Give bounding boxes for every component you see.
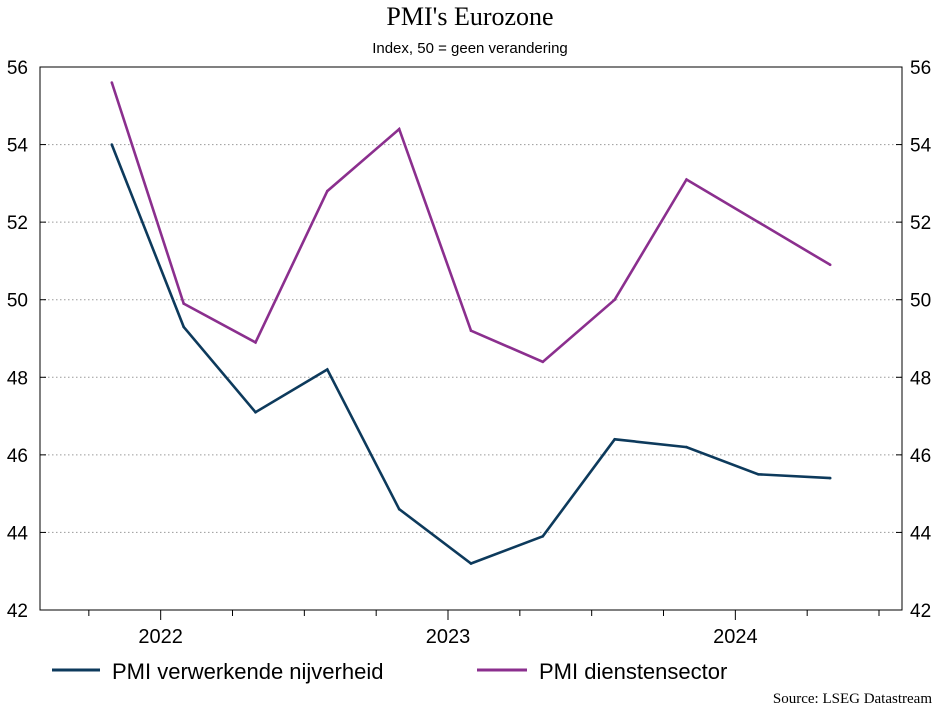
- y-tick-label-right-42: 42: [910, 601, 931, 622]
- x-axis: 2022 2023 2024: [88, 610, 880, 648]
- data-point-2-9: [685, 178, 688, 181]
- data-point-1-6: [469, 562, 473, 565]
- y-tick-label-left-54: 54: [7, 136, 29, 157]
- data-point-1-11: [828, 476, 832, 480]
- y-tick-label-left-48: 48: [7, 368, 28, 389]
- data-point-1-4: [326, 368, 329, 371]
- y-tick-label-right-56: 56: [910, 58, 931, 79]
- y-tick-label-right-54: 54: [910, 136, 932, 157]
- legend-label-2: PMI dienstensector: [539, 659, 727, 684]
- data-point-1-10: [757, 473, 760, 476]
- data-point-2-10: [757, 220, 760, 224]
- legend-label-1: PMI verwerkende nijverheid: [112, 659, 383, 684]
- chart-subtitle: Index, 50 = geen verandering: [372, 40, 568, 57]
- x-tick-label-2023: 2023: [426, 626, 471, 648]
- data-point-2-8: [613, 298, 616, 302]
- data-point-2-3: [254, 341, 257, 344]
- y-tick-label-left-56: 56: [7, 58, 28, 79]
- data-point-1-1: [110, 143, 114, 146]
- series-line-1: [110, 144, 831, 565]
- legend: PMI verwerkende nijverheid PMI dienstense…: [52, 659, 727, 684]
- data-point-2-6: [469, 329, 473, 333]
- series-line-2: [110, 82, 831, 364]
- data-point-1-5: [397, 507, 401, 511]
- chart-title: PMI's Eurozone: [386, 2, 553, 31]
- data-point-2-5: [397, 127, 401, 131]
- y-tick-label-left-46: 46: [7, 446, 28, 467]
- plot-frame: [39, 66, 903, 611]
- y-tick-label-right-52: 52: [910, 213, 931, 234]
- data-point-2-7: [541, 360, 545, 364]
- data-point-1-8: [613, 438, 616, 441]
- y-tick-label-left-52: 52: [7, 213, 28, 234]
- data-point-2-2: [182, 302, 185, 305]
- x-tick-label-2024: 2024: [713, 626, 758, 648]
- data-point-1-3: [254, 410, 257, 414]
- data-point-1-7: [541, 535, 545, 538]
- y-tick-label-right-44: 44: [910, 523, 932, 544]
- source-note: Source: LSEG Datastream: [773, 691, 932, 707]
- y-tick-label-right-50: 50: [910, 291, 931, 312]
- y-tick-label-left-42: 42: [7, 601, 28, 622]
- y-tick-label-left-50: 50: [7, 291, 28, 312]
- data-point-2-1: [110, 81, 114, 84]
- x-tick-label-2022: 2022: [138, 626, 183, 648]
- y-axis-left: 42 44 46 48 50 52 54 56: [7, 58, 46, 622]
- y-tick-label-right-48: 48: [910, 368, 931, 389]
- data-point-2-11: [828, 263, 832, 267]
- data-point-2-4: [326, 189, 329, 193]
- y-tick-label-left-44: 44: [7, 523, 29, 544]
- y-tick-label-right-46: 46: [910, 446, 931, 467]
- y-axis-right: 42 44 46 48 50 52 54 56: [896, 58, 932, 622]
- data-point-1-9: [685, 445, 688, 449]
- series-group: [110, 81, 832, 565]
- data-point-1-2: [182, 325, 185, 329]
